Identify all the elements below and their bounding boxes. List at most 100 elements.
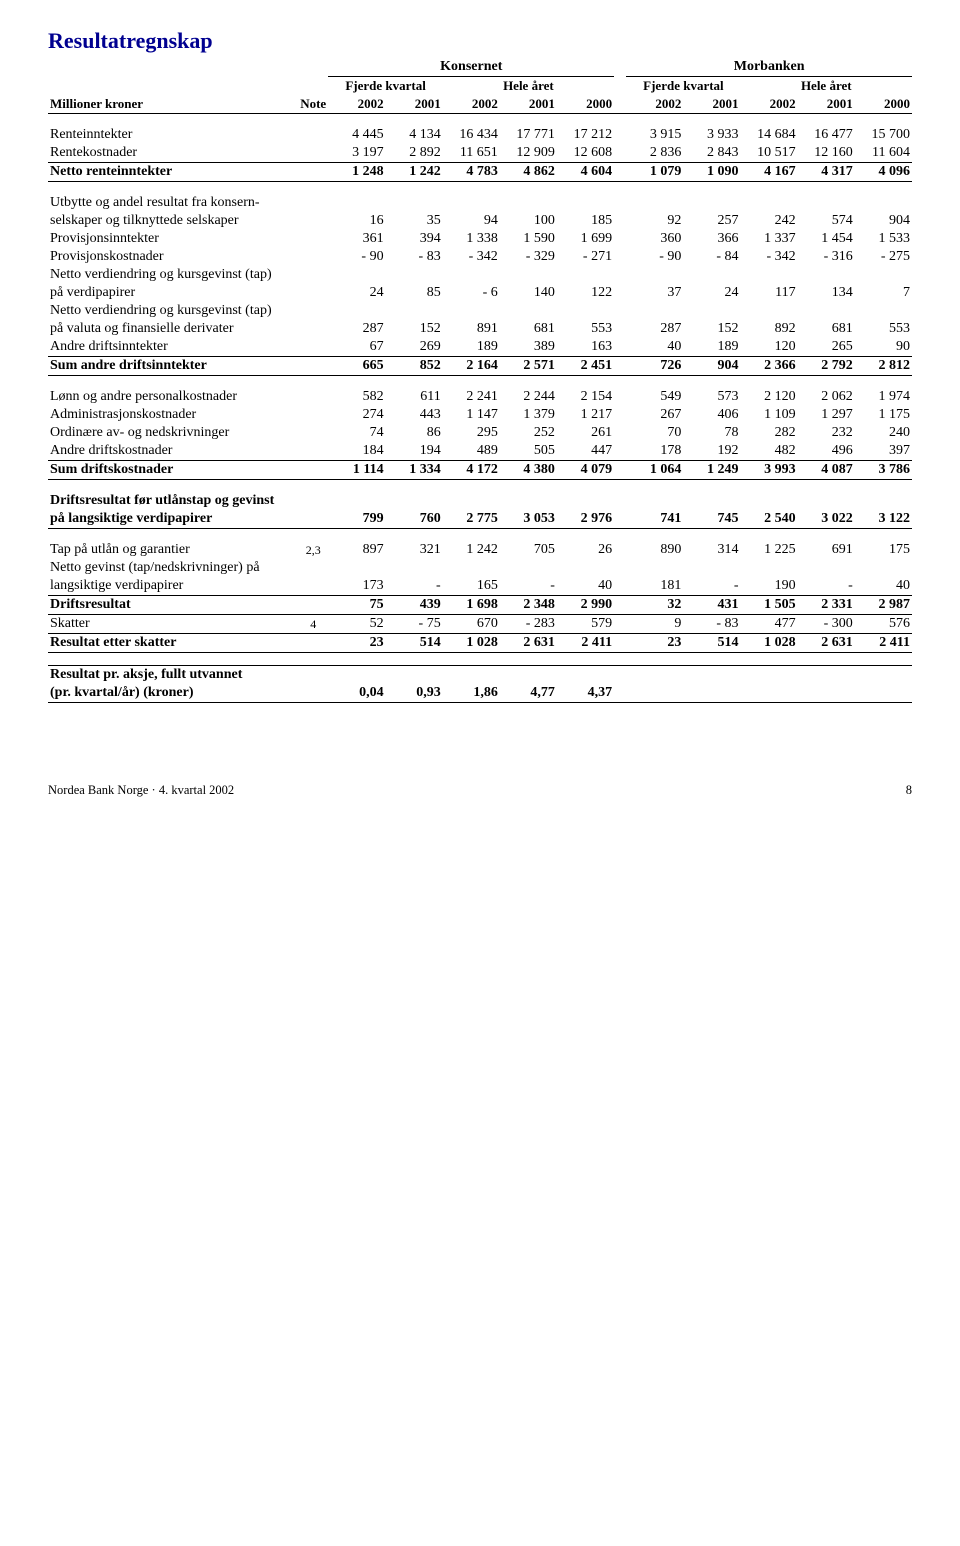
cell-value — [626, 684, 683, 703]
cell-value: 2 164 — [443, 357, 500, 376]
cell-value: 12 160 — [798, 144, 855, 163]
note-ref — [298, 388, 329, 406]
cell-value: 189 — [683, 338, 740, 357]
cell-value: 406 — [683, 406, 740, 424]
cell-value: 175 — [855, 541, 912, 559]
cell-value: - 84 — [683, 248, 740, 266]
cell-value: 17 771 — [500, 126, 557, 144]
cell-value: 189 — [443, 338, 500, 357]
row-label: Tap på utlån og garantier — [48, 541, 298, 559]
cell-value: 1 379 — [500, 406, 557, 424]
cell-value — [741, 684, 798, 703]
note-header: Note — [298, 95, 329, 114]
cell-value: 681 — [798, 320, 855, 338]
cell-value: 40 — [557, 577, 614, 596]
cell-value: 11 651 — [443, 144, 500, 163]
table-row: Tap på utlån og garantier2,38973211 2427… — [48, 541, 912, 559]
cell-value: 122 — [557, 284, 614, 302]
table-row: Sum driftskostnader1 1141 3344 1724 3804… — [48, 461, 912, 480]
cell-value: 705 — [500, 541, 557, 559]
cell-value: 3 933 — [683, 126, 740, 144]
cell-value: 1 090 — [683, 163, 740, 182]
table-row: Driftsresultat754391 6982 3482 990324311… — [48, 596, 912, 615]
cell-value: 574 — [798, 212, 855, 230]
col-year: 2001 — [798, 95, 855, 114]
footer-left: Nordea Bank Norge · 4. kvartal 2002 — [48, 783, 234, 798]
cell-value: 181 — [626, 577, 683, 596]
cell-value: 1 147 — [443, 406, 500, 424]
cell-value: 2 241 — [443, 388, 500, 406]
row-label: Driftsresultat — [48, 596, 298, 615]
row-label: Netto verdiendring og kursgevinst (tap) — [48, 266, 912, 284]
cell-value: 35 — [386, 212, 443, 230]
note-ref — [298, 406, 329, 424]
cell-value: 269 — [386, 338, 443, 357]
cell-value: 3 022 — [798, 510, 855, 529]
rowhead-label: Millioner kroner — [48, 95, 298, 114]
cell-value: - 283 — [500, 615, 557, 634]
table-row: Andre driftskostnader1841944895054471781… — [48, 442, 912, 461]
cell-value: 477 — [741, 615, 798, 634]
cell-value: - 75 — [386, 615, 443, 634]
cell-value: 163 — [557, 338, 614, 357]
cell-value: 185 — [557, 212, 614, 230]
table-row: langsiktige verdipapirer173-165-40181-19… — [48, 577, 912, 596]
cell-value: 573 — [683, 388, 740, 406]
row-label: Renteinntekter — [48, 126, 298, 144]
cell-value: 16 434 — [443, 126, 500, 144]
cell-value: 32 — [626, 596, 683, 615]
cell-value: 0,04 — [328, 684, 385, 703]
cell-value: 2 366 — [741, 357, 798, 376]
cell-value: 2 631 — [798, 634, 855, 653]
col-year: 2002 — [443, 95, 500, 114]
cell-value: 92 — [626, 212, 683, 230]
cell-value: 274 — [328, 406, 385, 424]
cell-value: - 329 — [500, 248, 557, 266]
cell-value: 852 — [386, 357, 443, 376]
cell-value: 261 — [557, 424, 614, 442]
cell-value: 1 114 — [328, 461, 385, 480]
cell-value: 1 334 — [386, 461, 443, 480]
row-label: Utbytte og andel resultat fra konsern- — [48, 194, 912, 212]
cell-value: 361 — [328, 230, 385, 248]
cell-value: 192 — [683, 442, 740, 461]
row-label: Ordinære av- og nedskrivninger — [48, 424, 298, 442]
cell-value: 24 — [683, 284, 740, 302]
row-label: Skatter — [48, 615, 298, 634]
cell-value: 4 783 — [443, 163, 500, 182]
cell-value: - 83 — [386, 248, 443, 266]
cell-value: 14 684 — [741, 126, 798, 144]
cell-value: 2 411 — [557, 634, 614, 653]
cell-value: - — [386, 577, 443, 596]
cell-value: 665 — [328, 357, 385, 376]
subheader-q4-1: Fjerde kvartal — [328, 77, 442, 96]
cell-value: 891 — [443, 320, 500, 338]
cell-value: - 275 — [855, 248, 912, 266]
cell-value: 904 — [855, 212, 912, 230]
cell-value: 232 — [798, 424, 855, 442]
table-row — [48, 529, 912, 542]
cell-value: 2 154 — [557, 388, 614, 406]
cell-value: 173 — [328, 577, 385, 596]
table-row: Lønn og andre personalkostnader5826112 2… — [48, 388, 912, 406]
cell-value: 24 — [328, 284, 385, 302]
cell-value: 3 915 — [626, 126, 683, 144]
table-row: Netto renteinntekter1 2481 2424 7834 862… — [48, 163, 912, 182]
cell-value: 9 — [626, 615, 683, 634]
cell-value: 447 — [557, 442, 614, 461]
cell-value: 40 — [626, 338, 683, 357]
cell-value: 240 — [855, 424, 912, 442]
cell-value: 2 812 — [855, 357, 912, 376]
cell-value: 360 — [626, 230, 683, 248]
cell-value: 1 974 — [855, 388, 912, 406]
cell-value: 691 — [798, 541, 855, 559]
row-label: Netto gevinst (tap/nedskrivninger) på — [48, 559, 912, 577]
table-row: Sum andre driftsinntekter6658522 1642 57… — [48, 357, 912, 376]
cell-value: 2 244 — [500, 388, 557, 406]
cell-value: 439 — [386, 596, 443, 615]
row-label: Administrasjonskostnader — [48, 406, 298, 424]
cell-value: 892 — [741, 320, 798, 338]
cell-value: 3 786 — [855, 461, 912, 480]
footer-page-number: 8 — [906, 783, 912, 798]
cell-value: 37 — [626, 284, 683, 302]
